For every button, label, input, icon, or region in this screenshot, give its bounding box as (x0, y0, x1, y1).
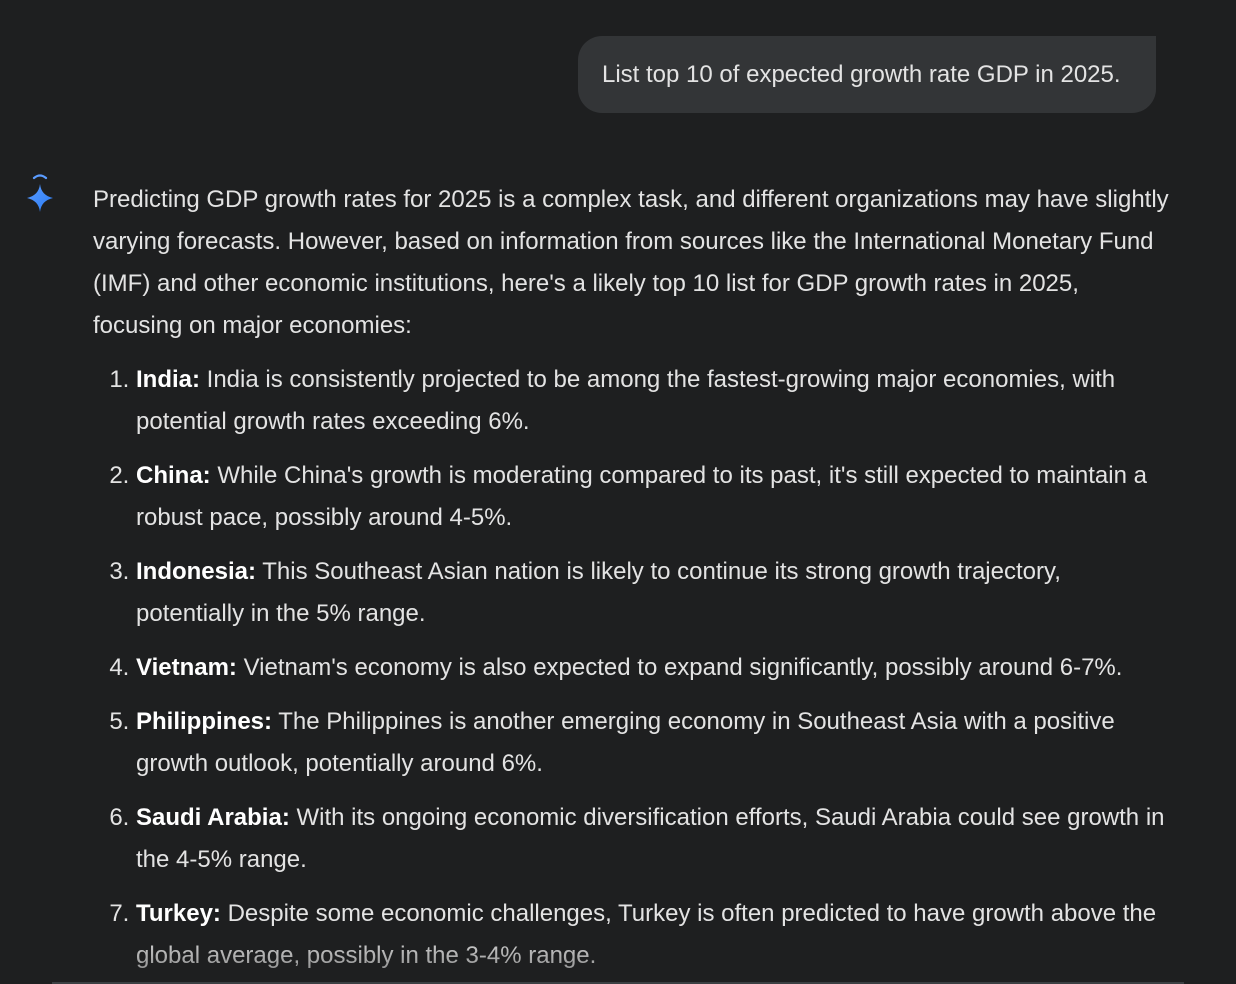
list-item: Turkey: Despite some economic challenges… (136, 893, 1173, 977)
list-item-title: Saudi Arabia: (136, 804, 290, 831)
list-item-title: Vietnam: (136, 654, 237, 681)
list-item-text: Vietnam's economy is also expected to ex… (236, 654, 1123, 681)
list-item-title: Philippines: (136, 708, 273, 735)
list-item-title: India: (136, 366, 200, 393)
gemini-sparkle-icon (24, 172, 58, 214)
list-item-text: While China's growth is moderating compa… (136, 462, 1147, 531)
list-item-title: Indonesia: (136, 558, 257, 585)
list-item: India: India is consistently projected t… (136, 359, 1173, 443)
user-message-text: List top 10 of expected growth rate GDP … (602, 60, 1121, 88)
list-item: Vietnam: Vietnam's economy is also expec… (136, 647, 1173, 689)
list-item: China: While China's growth is moderatin… (136, 455, 1173, 539)
list-item-text: This Southeast Asian nation is likely to… (136, 558, 1061, 627)
response-intro: Predicting GDP growth rates for 2025 is … (93, 186, 1169, 339)
list-item: Saudi Arabia: With its ongoing economic … (136, 797, 1173, 881)
list-item-text: Despite some economic challenges, Turkey… (136, 900, 1157, 969)
list-item-text: The Philippines is another emerging econ… (136, 708, 1115, 777)
list-item-title: China: (136, 462, 211, 489)
user-message-bubble: List top 10 of expected growth rate GDP … (578, 36, 1156, 113)
list-item-text: With its ongoing economic diversificatio… (136, 804, 1165, 873)
list-item: Indonesia: This Southeast Asian nation i… (136, 551, 1173, 635)
list-item-title: Turkey: (136, 900, 221, 927)
assistant-response: Predicting GDP growth rates for 2025 is … (93, 179, 1173, 984)
list-item-text: India is consistently projected to be am… (136, 366, 1116, 435)
input-area-top-border (52, 982, 1184, 984)
list-item: Philippines: The Philippines is another … (136, 701, 1173, 785)
gdp-growth-list: India: India is consistently projected t… (93, 359, 1173, 977)
